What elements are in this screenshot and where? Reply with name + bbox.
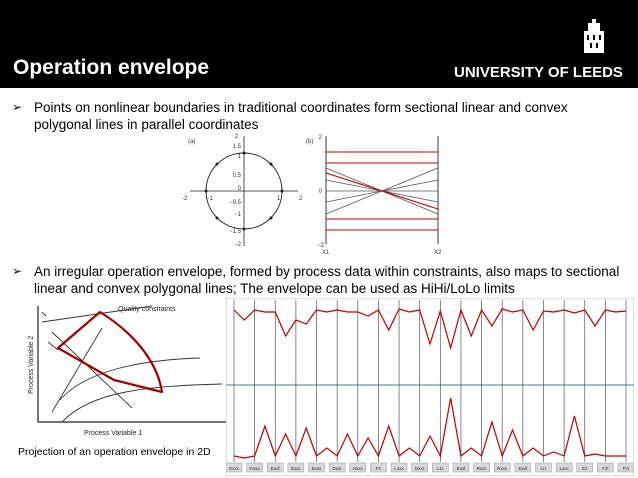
figure-a-circle-plot: (a) 2 1.5 1 0.5 0 −0.5 −1 −1.5 −2 -2 −1 …: [182, 134, 303, 248]
axis-label: Exxf: [457, 466, 467, 471]
axis-label: Dxxr: [415, 466, 425, 471]
axis-label-box: [494, 462, 511, 473]
figure-a-ytick: 1: [238, 154, 242, 160]
axis-label: Exxf: [271, 466, 281, 471]
arrow-bullet-icon: ➢: [12, 100, 23, 114]
axis-label-box: [287, 462, 305, 473]
axis-label-box: [514, 462, 532, 473]
axis-label: Hxxx: [353, 466, 364, 471]
axis-label-box: [370, 462, 387, 473]
projection-xlabel: Process Variable 1: [84, 430, 142, 437]
axis-label-box: [246, 462, 263, 473]
figure-b-axis-label: X1: [322, 250, 330, 256]
process-parallel-plot: Exxx Fwxx Exxf Exxc Exxx Dxxr Hxxx F1 L1xx Dxxr L1…: [226, 298, 634, 476]
axis-label: Rxxc: [477, 466, 488, 471]
bullet-point-2: ➢ An irregular operation envelope, forme…: [12, 263, 632, 299]
figure-a-xtick: -2: [182, 196, 188, 202]
axis-label: Lxxc: [559, 466, 569, 471]
axis-label-box: [535, 462, 552, 473]
envelope-projection-plot: Process Variable 2 Process Variable 1 Qu…: [28, 305, 228, 437]
axis-label: Ez: [582, 466, 588, 471]
axis-label-box: [226, 462, 243, 473]
slide-header: Operation envelope UNIVERSITY OF LEEDS: [0, 0, 638, 88]
projection-ylabel: Process Variable 2: [28, 336, 35, 394]
axis-label-box: [432, 462, 449, 473]
figure-b-ytick: 0: [319, 189, 323, 195]
axis-label: Dxxr: [333, 466, 343, 471]
figure-a-ytick: −1.5: [229, 229, 242, 235]
figure-b-ytick: 2: [319, 135, 323, 141]
figure-b-label: (b): [306, 139, 313, 145]
axis-label: L1xx: [394, 466, 404, 471]
projection-caption: Projection of an operation envelope in 2…: [18, 446, 211, 458]
axis-label-box: [452, 462, 470, 473]
figure-a-label: (a): [188, 139, 195, 145]
axis-label: Exxf: [518, 466, 528, 471]
axis-label-box: [617, 462, 634, 473]
axis-label: Fzf: [602, 466, 609, 471]
axis-label-box: [576, 462, 593, 473]
university-crest-icon: [584, 19, 604, 53]
arrow-bullet-icon: ➢: [12, 264, 23, 278]
figure-a-ytick: −1: [234, 212, 242, 218]
axis-label: L1r: [437, 466, 444, 471]
figure-a-ytick: −0.5: [229, 200, 242, 206]
figure-a-xtick: 1: [277, 196, 281, 202]
bullet-text-2: An irregular operation envelope, formed …: [34, 264, 620, 296]
slide-title: Operation envelope: [13, 56, 210, 79]
axis-label-box: [349, 462, 366, 473]
figure-b-ytick: −2: [317, 243, 325, 249]
axis-label: Fwxx: [249, 466, 260, 471]
axis-label: Lrr: [541, 466, 547, 471]
axis-label: Exxc: [291, 466, 302, 471]
projection-quality-label: Quality constraints: [118, 306, 176, 313]
axis-label: F1: [376, 466, 382, 471]
figure-a-ytick: 0.5: [233, 173, 242, 179]
axis-label: Exxx: [312, 466, 323, 471]
university-name: UNIVERSITY OF LEEDS: [454, 64, 623, 81]
axis-label-box: [555, 462, 573, 473]
axis-label: Rxxx: [497, 466, 508, 471]
figure-a-ytick: 1.5: [233, 144, 242, 150]
axis-label-box: [473, 462, 490, 473]
axis-label-box: [411, 462, 428, 473]
figure-a-ytick: −2: [234, 242, 242, 248]
figure-a-xtick: 2: [299, 196, 303, 202]
axis-label-box: [390, 462, 408, 473]
figure-a-ytick: 0: [238, 186, 242, 192]
axis-label: Exxx: [229, 466, 240, 471]
axis-label-box: [308, 462, 325, 473]
axis-label: Fzr: [623, 466, 630, 471]
axis-label-box: [328, 462, 346, 473]
bullet-point-1: ➢ Points on nonlinear boundaries in trad…: [12, 99, 632, 135]
axis-label-box: [267, 462, 284, 473]
axis-label-box: [597, 462, 614, 473]
bullet-text-1: Points on nonlinear boundaries in tradit…: [34, 100, 568, 132]
figure-b-axis-label: X2: [434, 250, 442, 256]
figure-a-ytick: 2: [235, 134, 239, 140]
figure-b-parallel-plot: (b) 2 0 −2 X1 X2: [306, 135, 442, 256]
figure-a-xtick: −1: [206, 196, 214, 202]
